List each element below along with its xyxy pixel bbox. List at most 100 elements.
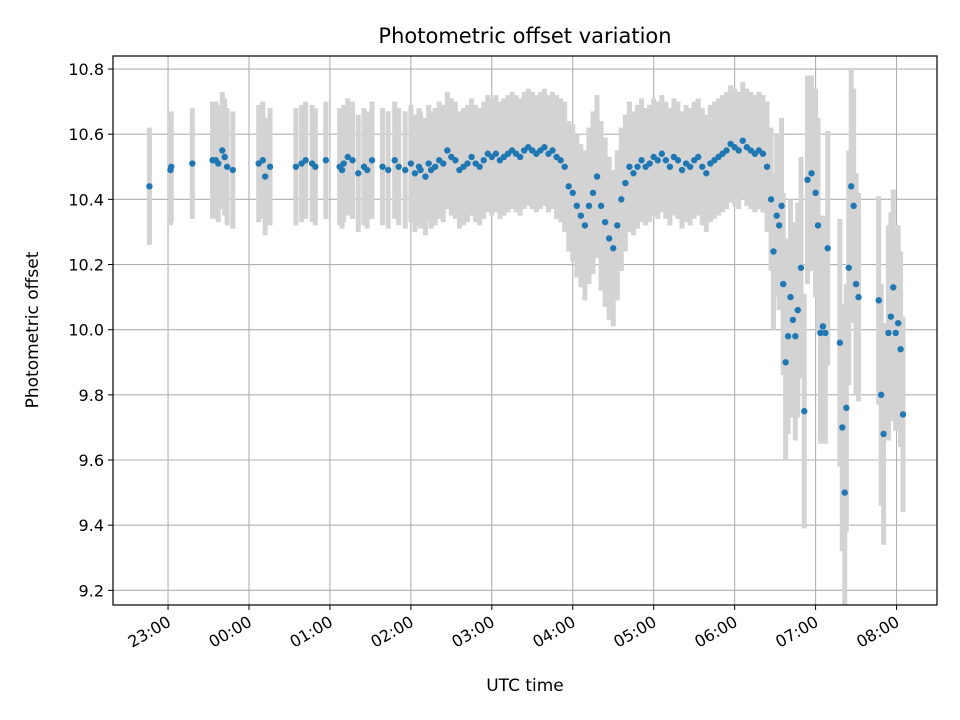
data-point — [850, 202, 857, 210]
data-point — [422, 173, 429, 180]
data-point — [855, 293, 862, 301]
data-point — [899, 411, 907, 418]
data-point — [808, 170, 815, 177]
data-point — [678, 166, 686, 174]
data-point — [266, 163, 274, 170]
data-point — [634, 163, 641, 170]
data-point — [797, 264, 805, 271]
data-point — [843, 404, 850, 412]
plot-frame — [112, 55, 938, 606]
data-point — [221, 153, 228, 161]
data-point — [349, 157, 356, 164]
y-tick-label: 10.0 — [68, 321, 104, 340]
data-point — [223, 163, 231, 170]
data-point — [894, 319, 902, 327]
data-point — [259, 157, 266, 164]
data-point — [618, 196, 625, 203]
data-point — [817, 329, 824, 337]
data-point — [557, 157, 564, 164]
data-point — [839, 424, 846, 431]
data-point — [444, 147, 451, 154]
data-point — [189, 160, 196, 167]
data-point — [561, 163, 568, 170]
data-point — [897, 346, 904, 353]
y-tick-label: 9.6 — [79, 451, 104, 470]
data-point — [824, 245, 831, 252]
data-point — [626, 163, 633, 170]
data-point — [801, 407, 808, 415]
data-point — [431, 163, 439, 170]
data-point — [261, 173, 269, 180]
y-tick-label: 10.8 — [68, 60, 104, 79]
data-point — [792, 333, 799, 340]
data-point — [703, 170, 710, 177]
data-point — [219, 147, 226, 154]
data-point — [654, 157, 661, 164]
data-point — [622, 179, 629, 187]
data-point — [541, 144, 548, 151]
data-point — [407, 160, 415, 167]
data-point — [452, 157, 459, 164]
data-point — [767, 196, 775, 203]
data-point — [516, 153, 524, 161]
data-point — [549, 147, 556, 154]
data-point — [666, 163, 674, 170]
data-point — [229, 166, 236, 174]
y-tick-label: 9.8 — [79, 386, 104, 405]
data-point — [630, 170, 637, 177]
y-tick-label: 10.2 — [68, 256, 104, 275]
data-point — [597, 202, 605, 210]
data-point — [699, 163, 706, 170]
data-point — [402, 166, 409, 174]
data-point — [614, 222, 621, 229]
data-point — [848, 183, 855, 190]
data-point — [368, 157, 376, 164]
y-axis: 9.2 9.4 9.6 9.8 10.0 10.2 10.4 10.6 10.8 — [68, 60, 113, 600]
data-point — [804, 176, 811, 184]
data-point — [573, 202, 581, 210]
data-point — [723, 147, 730, 154]
data-point — [605, 235, 613, 242]
y-tick-label: 10.4 — [68, 190, 104, 209]
data-point — [589, 189, 597, 197]
data-point — [887, 313, 895, 320]
data-point — [814, 222, 822, 229]
y-tick-label: 10.6 — [68, 125, 104, 144]
data-point — [739, 137, 746, 144]
data-point — [492, 150, 500, 157]
data-point — [674, 157, 682, 164]
data-point — [581, 222, 589, 229]
data-point — [794, 306, 801, 314]
data-point — [773, 212, 780, 219]
data-point — [417, 166, 424, 174]
data-point — [775, 222, 783, 229]
data-points — [146, 137, 907, 496]
data-point — [784, 333, 792, 340]
data-point — [411, 170, 419, 177]
data-point — [841, 489, 848, 496]
chart-title: Photometric offset variation — [378, 24, 671, 48]
data-point — [819, 323, 827, 330]
data-point — [480, 157, 487, 164]
data-point — [146, 183, 153, 190]
data-point — [759, 150, 767, 157]
data-point — [391, 157, 398, 164]
data-point — [852, 280, 860, 288]
data-point — [292, 163, 300, 170]
data-point — [658, 150, 665, 157]
data-point — [890, 284, 897, 291]
data-point — [695, 153, 702, 161]
data-point — [875, 297, 882, 304]
data-point — [302, 157, 309, 164]
data-point — [735, 147, 742, 154]
data-point — [836, 339, 844, 346]
data-point — [355, 170, 362, 177]
data-point — [569, 189, 576, 197]
data-point — [812, 189, 819, 197]
y-tick-label: 9.2 — [79, 581, 104, 600]
data-point — [880, 430, 887, 438]
data-point — [363, 166, 371, 174]
x-axis-label: UTC time — [486, 676, 564, 696]
data-point — [646, 160, 653, 167]
